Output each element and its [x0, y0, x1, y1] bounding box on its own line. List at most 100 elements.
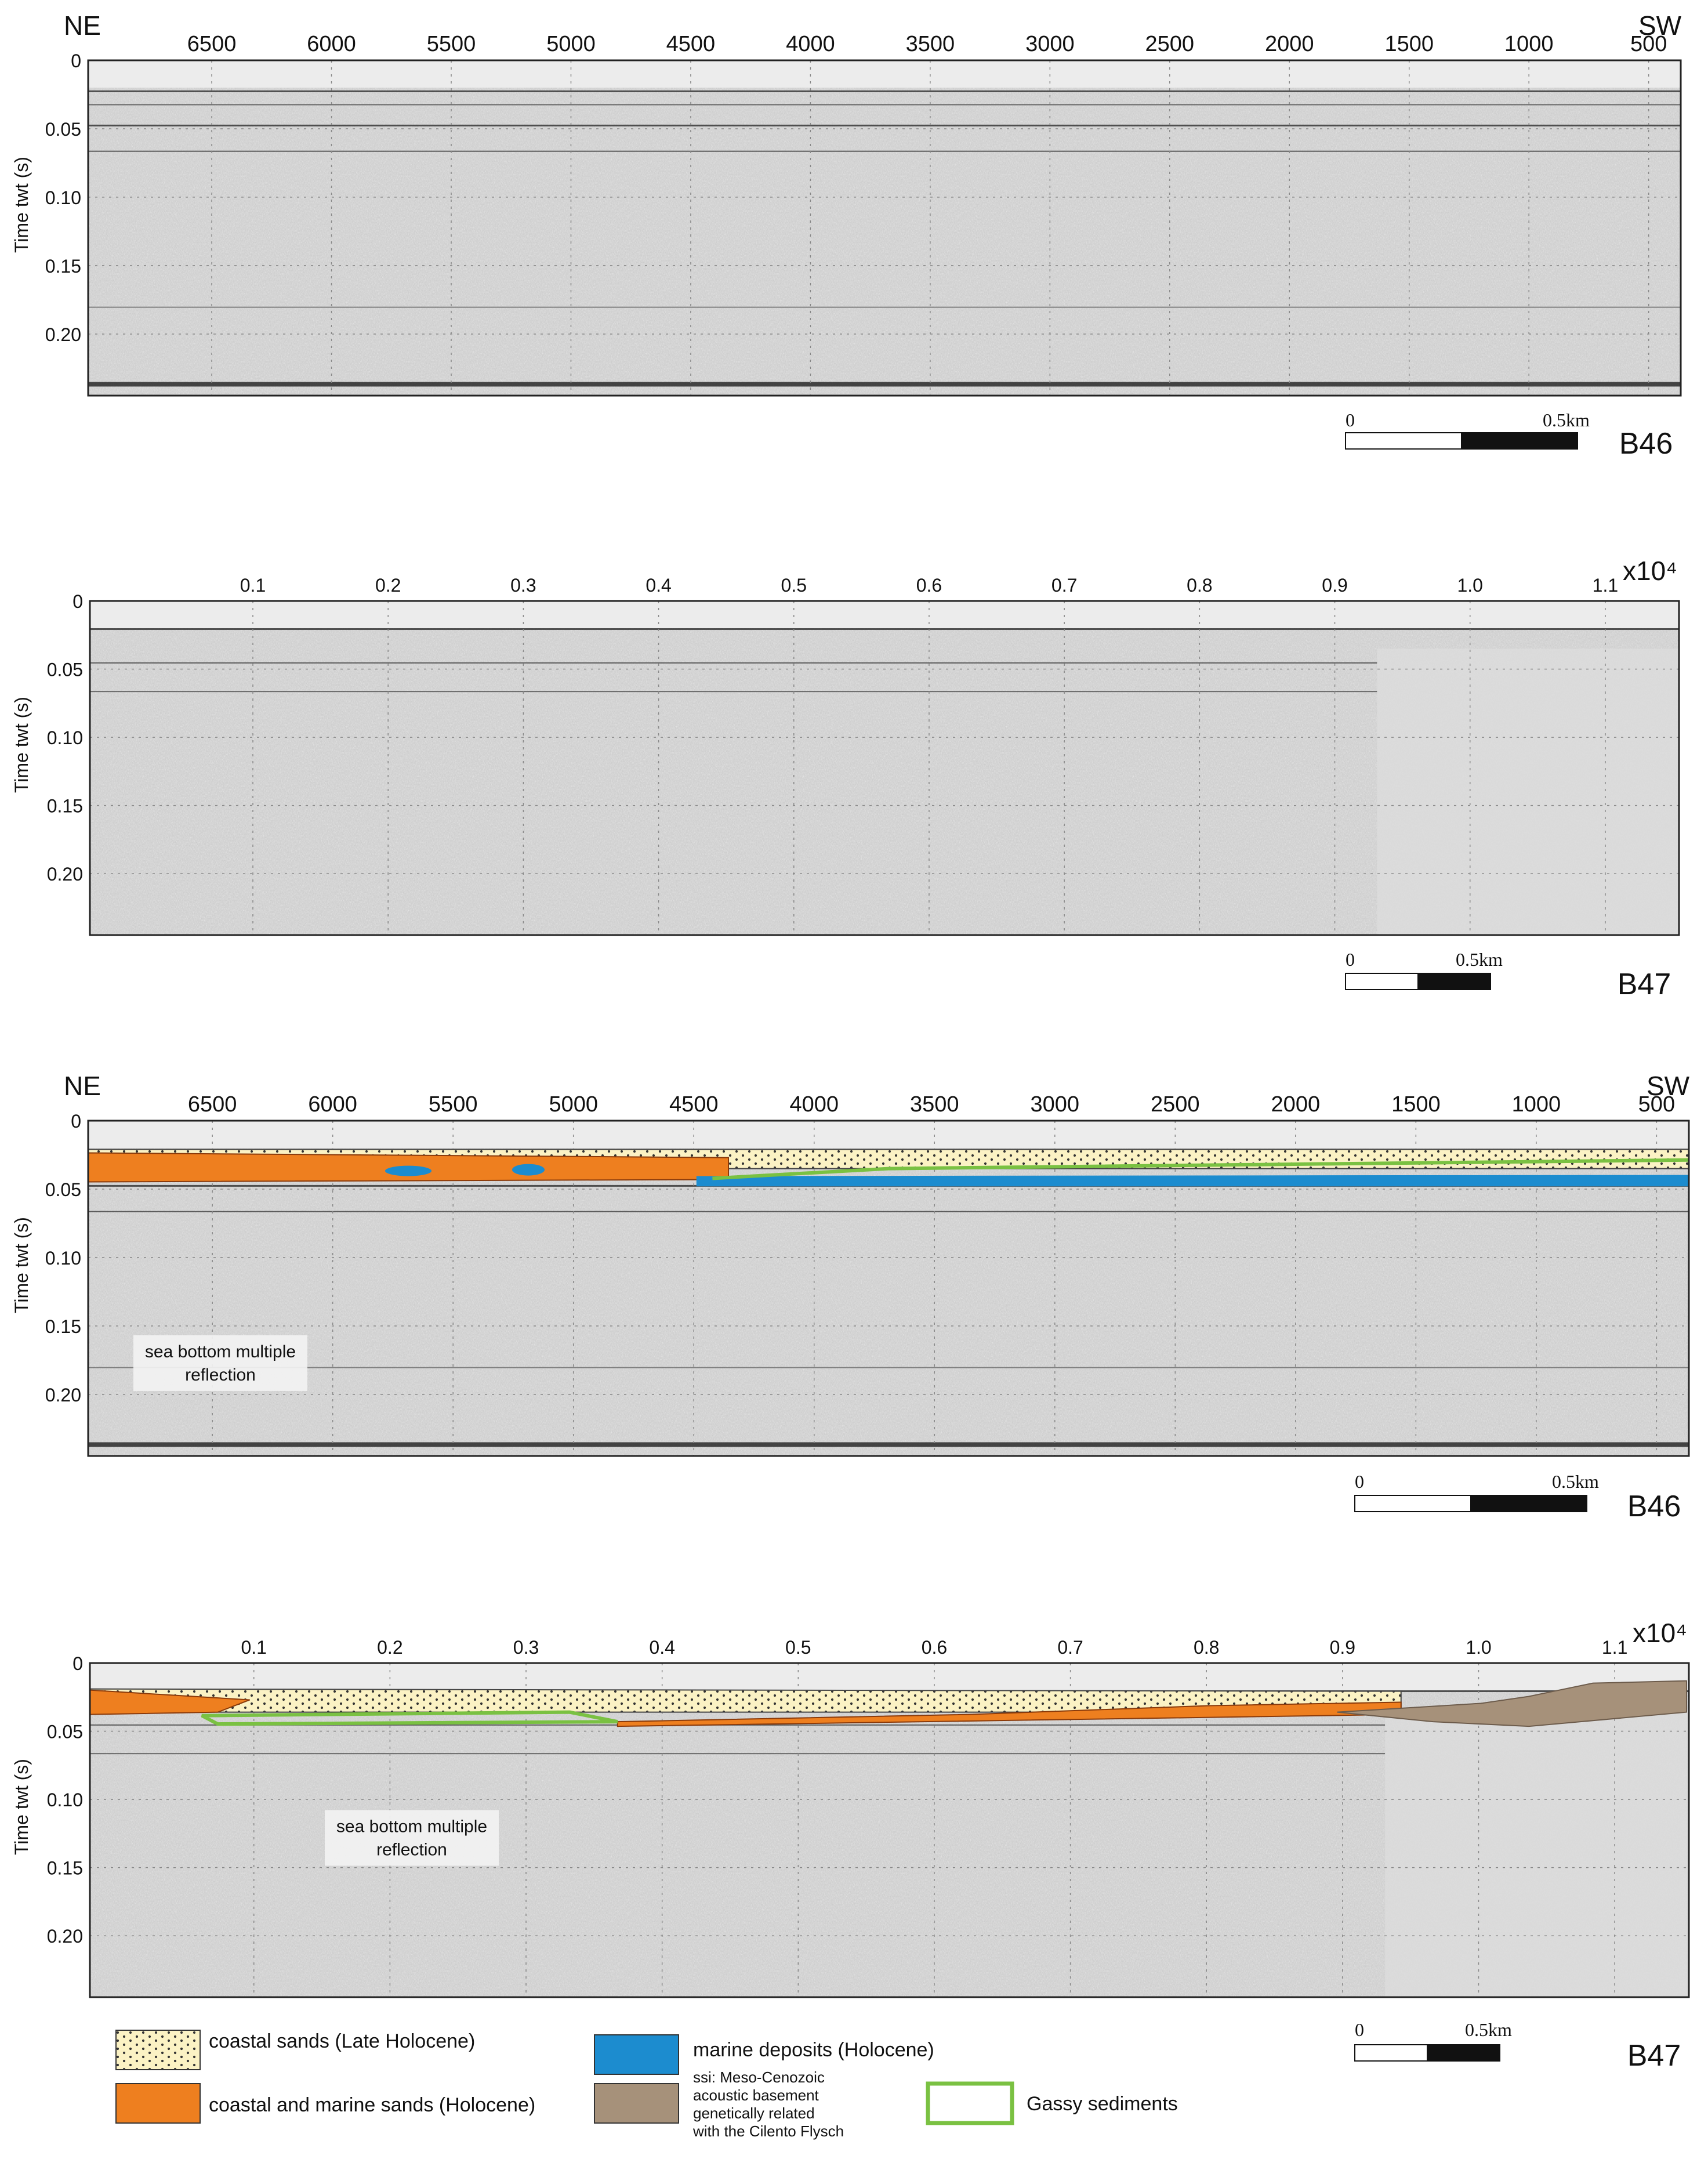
y-tick-label: 0.05 — [45, 1179, 81, 1200]
y-tick-label: 0 — [71, 1111, 81, 1132]
x-tick-label: 3000 — [1031, 1092, 1080, 1117]
legend-item-coastal-marine-sands: coastal and marine sands (Holocene) — [115, 2083, 535, 2124]
water-column — [90, 1663, 1689, 1691]
legend-swatch — [115, 2083, 201, 2124]
scale-bar-start-label: 0 — [1346, 410, 1355, 430]
x-tick-label: 2000 — [1265, 32, 1314, 56]
x-tick-label: 0.7 — [1051, 575, 1077, 596]
y-tick-label: 0.20 — [45, 1385, 81, 1405]
y-tick-label: 0.15 — [47, 1858, 83, 1879]
seismic-blank-zone — [1385, 1711, 1689, 1997]
legend-label: with the Cilento Flysch — [692, 2122, 844, 2140]
x-tick-label: 6500 — [188, 1092, 237, 1117]
x-tick-label: 4500 — [666, 32, 716, 56]
x-tick-label: 3500 — [906, 32, 955, 56]
x-tick-label: 1.1 — [1602, 1637, 1627, 1658]
y-tick-label: 0.15 — [47, 796, 83, 817]
x-tick-label: 0.4 — [649, 1637, 675, 1658]
x-tick-label: 5000 — [549, 1092, 598, 1117]
x-tick-label: 0.8 — [1187, 575, 1212, 596]
x-tick-label: 3500 — [910, 1092, 959, 1117]
x-tick-label: 1500 — [1391, 1092, 1441, 1117]
x-tick-label: 1.0 — [1457, 575, 1482, 596]
reflector — [88, 1211, 1689, 1212]
reflector — [88, 1442, 1689, 1447]
reflector — [90, 691, 1377, 693]
legend-item-gassy-sediments: Gassy sediments — [926, 2081, 1178, 2125]
x-tick-label: 2500 — [1151, 1092, 1200, 1117]
x-tick-label: 2500 — [1145, 32, 1195, 56]
seismic-panel-1: 6500 6000 5500 5000 4500 4000 3500 3000 2500 2000… — [11, 10, 1682, 461]
x-tick-label: 0.9 — [1322, 575, 1347, 596]
x-tick-label: 500 — [1638, 1092, 1675, 1117]
legend-label: marine deposits (Holocene) — [693, 2039, 934, 2061]
panel-frame — [89, 1662, 1690, 1998]
y-tick-label: 0.05 — [47, 1722, 83, 1743]
annotation-box — [325, 1810, 499, 1866]
scale-bar-end-label: 0.5km — [1465, 2019, 1512, 2040]
gassy-sediments-outline — [712, 1158, 1689, 1180]
marine-deposits-lens — [512, 1164, 545, 1176]
x-tick-label: 0.1 — [241, 1637, 266, 1658]
y-tick-label: 0.10 — [47, 1789, 83, 1810]
y-axis-title: Time twt (s) — [11, 1759, 32, 1855]
panel-frame — [87, 1120, 1690, 1457]
x-tick-label: 5500 — [429, 1092, 478, 1117]
y-axis-title: Time twt (s) — [11, 1217, 32, 1313]
scale-bar-white — [1354, 2044, 1428, 2062]
annotation-text: reflection — [376, 1840, 447, 1859]
annotation-box — [133, 1335, 307, 1391]
legend-swatch — [926, 2081, 1014, 2125]
panel-frame — [87, 59, 1682, 397]
x-tick-label: 0.1 — [240, 575, 266, 596]
y-tick-label: 0.20 — [47, 1926, 83, 1947]
x-tick-label: 4500 — [669, 1092, 719, 1117]
reflector — [90, 628, 1679, 631]
marine-deposits-lens — [385, 1165, 431, 1176]
x-tick-label: 4000 — [789, 1092, 839, 1117]
legend-item-marine-deposits: marine deposits (Holocene) — [594, 2034, 934, 2075]
water-column — [90, 601, 1679, 629]
x-tick-label: 500 — [1630, 32, 1667, 56]
x-tick-label: 0.3 — [513, 1637, 539, 1658]
legend: coastal sands (Late Holocene) coastal and… — [115, 2030, 1178, 2140]
scale-bar-start-label: 0 — [1346, 949, 1355, 970]
legend-label: ssi: Meso-Cenozoic — [693, 2069, 825, 2086]
x-tick-label: 0.8 — [1194, 1637, 1219, 1658]
annotation-text: sea bottom multiple — [336, 1817, 487, 1836]
x-tick-label: 0.9 — [1330, 1637, 1355, 1658]
seismic-panel-3: 6500 6000 5500 5000 4500 4000 3500 3000 2500 2000… — [11, 1071, 1690, 1523]
line-id-label: B46 — [1627, 1490, 1681, 1523]
annotation-text: reflection — [185, 1365, 256, 1385]
direction-label-right: SW — [1647, 1071, 1690, 1101]
reflector — [88, 104, 1681, 106]
reflector — [88, 124, 1681, 126]
y-tick-label: 0.10 — [47, 727, 83, 748]
scale-bar-white — [1345, 973, 1419, 990]
legend-swatch — [594, 2083, 679, 2124]
scale-bar-white — [1354, 1495, 1471, 1512]
y-tick-label: 0 — [71, 50, 81, 71]
x-tick-label: 1.0 — [1466, 1637, 1491, 1658]
x-tick-label: 4000 — [786, 32, 835, 56]
axis-exponent-label: x10⁴ — [1633, 1618, 1687, 1648]
gassy-sediments-outline — [201, 1710, 618, 1726]
y-tick-label: 0.05 — [45, 119, 81, 140]
legend-label: Gassy sediments — [1027, 2093, 1178, 2115]
y-axis-title: Time twt (s) — [11, 697, 32, 793]
y-tick-label: 0.10 — [45, 1248, 81, 1269]
x-tick-label: 0.7 — [1057, 1637, 1083, 1658]
scale-bar-end-label: 0.5km — [1456, 949, 1503, 970]
x-tick-label: 1.1 — [1593, 575, 1618, 596]
x-tick-label: 5000 — [546, 32, 596, 56]
scale-bar-white — [1345, 432, 1462, 450]
x-tick-label: 6000 — [307, 32, 356, 56]
x-tick-label: 2000 — [1271, 1092, 1321, 1117]
reflector — [88, 90, 1681, 92]
scale-bar-start-label: 0 — [1355, 1471, 1364, 1492]
panel-frame — [89, 600, 1680, 936]
y-tick-label: 0.15 — [45, 1316, 81, 1337]
x-tick-label: 0.4 — [646, 575, 671, 596]
